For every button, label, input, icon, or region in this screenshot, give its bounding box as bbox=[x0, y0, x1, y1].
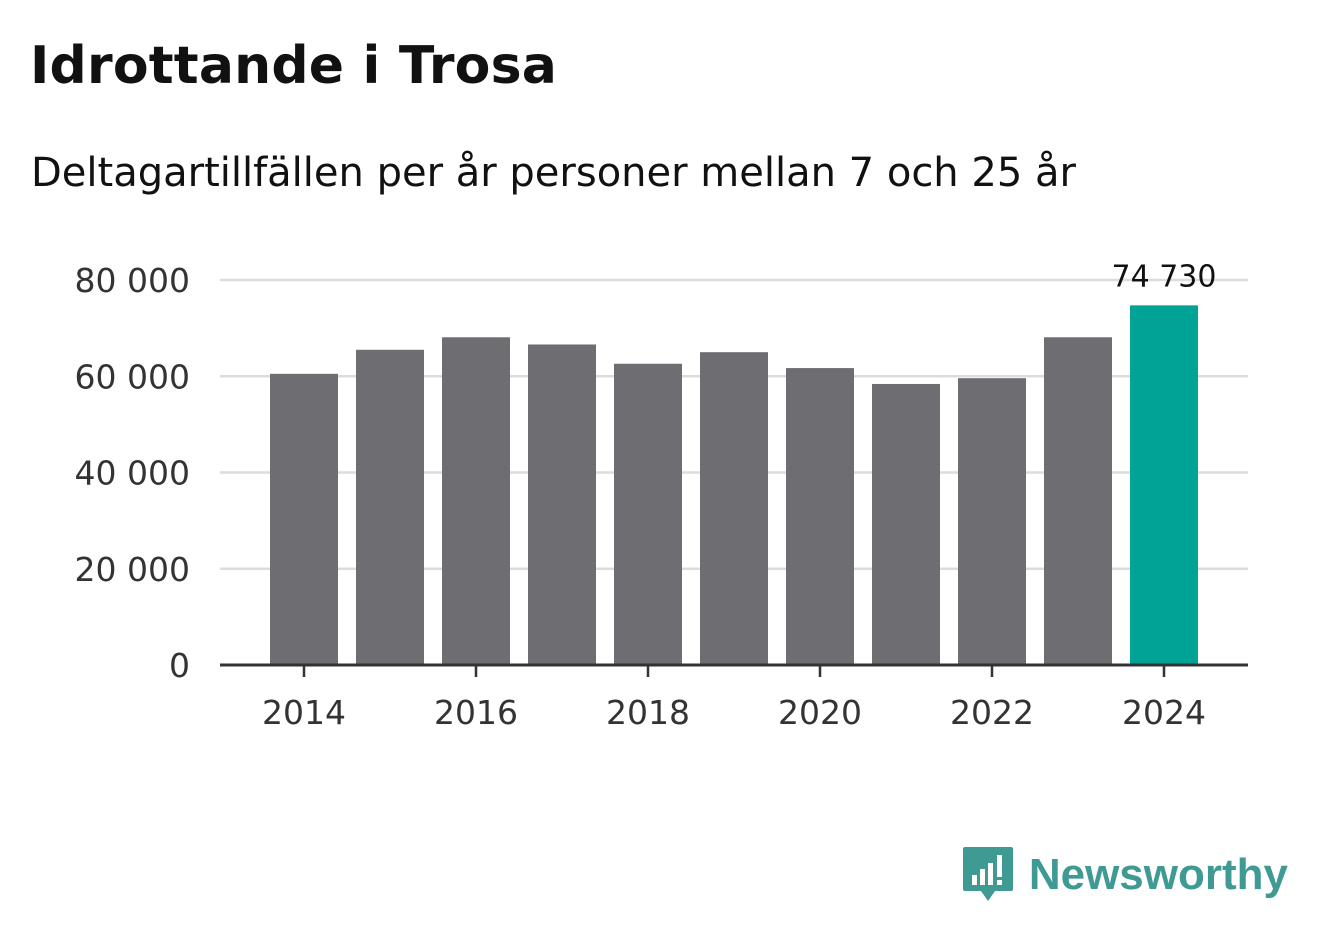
x-tick-label: 2024 bbox=[1122, 693, 1206, 732]
y-tick-label: 20 000 bbox=[75, 550, 190, 589]
x-tick-label: 2020 bbox=[778, 693, 862, 732]
chart-title: Idrottande i Trosa bbox=[30, 36, 558, 96]
bar-2015 bbox=[356, 349, 424, 665]
y-tick-label: 0 bbox=[169, 646, 190, 685]
bar-2021 bbox=[872, 383, 940, 665]
brand-logo: Newsworthy bbox=[961, 845, 1288, 905]
y-tick-label: 80 000 bbox=[75, 261, 190, 300]
bar-2019 bbox=[700, 352, 768, 665]
bar-2022 bbox=[958, 378, 1026, 665]
x-tick-label: 2016 bbox=[434, 693, 518, 732]
bar-2017 bbox=[528, 344, 596, 665]
y-tick-label: 40 000 bbox=[75, 454, 190, 493]
bar-chart: 0 20 000 40 000 60 000 80 000 2014 2016 2018 202… bbox=[75, 259, 1248, 732]
x-tick-label: 2014 bbox=[262, 693, 346, 732]
bar-2023 bbox=[1044, 337, 1112, 665]
y-tick-label: 60 000 bbox=[75, 357, 190, 396]
chart-subtitle: Deltagartillfällen per år personer mella… bbox=[31, 150, 1076, 196]
brand-name: Newsworthy bbox=[1028, 850, 1288, 899]
x-tick-label: 2022 bbox=[950, 693, 1034, 732]
bar-2020 bbox=[786, 368, 854, 665]
newsworthy-logo-icon bbox=[962, 847, 1013, 901]
value-label-2024: 74 730 bbox=[1112, 259, 1217, 294]
bar-2018 bbox=[614, 363, 682, 665]
x-tick-label: 2018 bbox=[606, 693, 690, 732]
bar-2016 bbox=[442, 337, 510, 665]
bar-2024 bbox=[1130, 305, 1198, 665]
bar-2014 bbox=[270, 373, 338, 665]
